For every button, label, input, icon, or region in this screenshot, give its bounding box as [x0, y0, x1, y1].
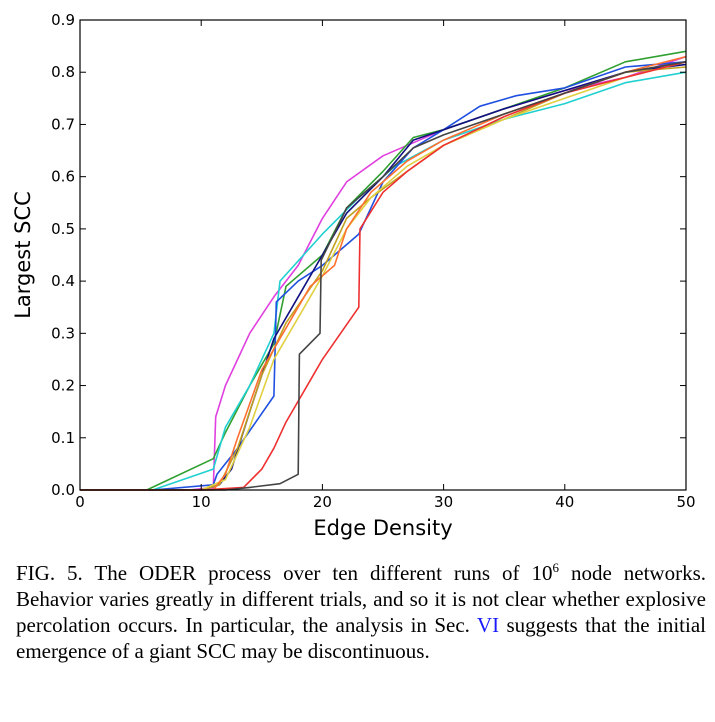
- x-tick-label: 10: [192, 493, 211, 511]
- series-line-9: [80, 61, 687, 491]
- x-tick-label: 0: [75, 493, 85, 511]
- y-tick-label: 0.0: [51, 481, 75, 499]
- x-tick-label: 40: [555, 493, 574, 511]
- series-line-1: [80, 55, 687, 491]
- y-tick-label: 0.5: [51, 220, 75, 238]
- series-line-8: [80, 55, 687, 491]
- y-axis-title: Largest SCC: [11, 191, 35, 319]
- y-tick-label: 0.6: [51, 168, 75, 186]
- section-ref-link[interactable]: VI: [476, 613, 500, 637]
- caption-text-end: suggests that the initial emergence of a…: [16, 613, 707, 663]
- y-tick-label: 0.3: [51, 324, 75, 342]
- plot-area-frame: [79, 19, 687, 491]
- x-axis-title: Edge Density: [313, 516, 452, 540]
- caption-superscript: 6: [552, 560, 560, 575]
- series-line-2: [80, 50, 687, 491]
- y-tick-label: 0.1: [51, 429, 75, 447]
- y-tick-label: 0.9: [51, 11, 75, 29]
- line-chart: 0 10 20 30 40 50 0.0 0.1 0.2 0.3 0.4 0.5 0.6 0.7 0.8 0.…: [11, 11, 696, 540]
- caption-text-middle: node networks. Behavior varies greatly i…: [16, 561, 706, 637]
- figure-caption: FIG. 5. The ODER process over ten differ…: [16, 560, 706, 664]
- series-line-7: [80, 61, 687, 491]
- series-layer: [80, 50, 687, 491]
- caption-fig-label: FIG. 5.: [16, 561, 83, 585]
- series-line-5: [80, 63, 687, 491]
- y-tick-label: 0.2: [51, 377, 75, 395]
- y-tick-label: 0.4: [51, 272, 75, 290]
- caption-text-start: The ODER process over ten different runs…: [94, 561, 553, 585]
- x-tick-label: 30: [434, 493, 453, 511]
- axis-ticks: 0 10 20 30 40 50 0.0 0.1 0.2 0.3 0.4 0.5 0.6 0.7 0.8 0.…: [51, 11, 695, 511]
- series-line-6: [80, 66, 687, 491]
- y-tick-label: 0.8: [51, 63, 75, 81]
- series-line-4: [80, 61, 687, 491]
- series-line-10: [80, 61, 687, 491]
- y-tick-label: 0.7: [51, 115, 75, 133]
- series-line-3: [80, 71, 687, 491]
- x-tick-label: 50: [676, 493, 695, 511]
- x-tick-label: 20: [313, 493, 332, 511]
